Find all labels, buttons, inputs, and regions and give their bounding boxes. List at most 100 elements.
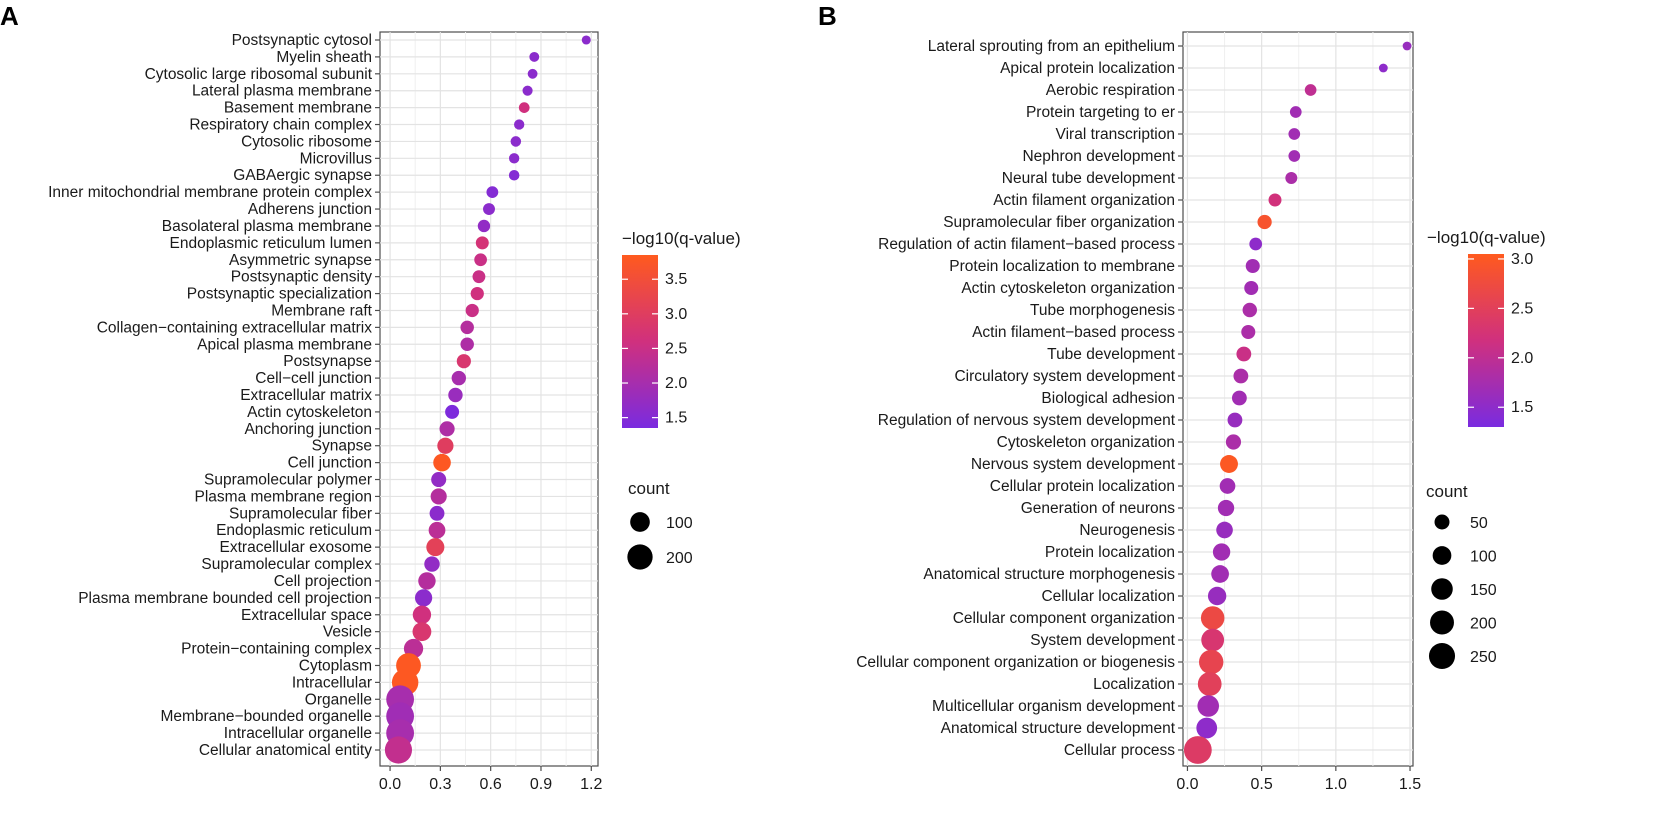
- category-label: Anatomical structure morphogenesis: [923, 566, 1175, 583]
- data-point: [508, 169, 520, 181]
- data-point: [483, 203, 495, 216]
- category-label: Cytoplasm: [299, 657, 372, 674]
- data-point: [1211, 565, 1229, 583]
- category-label: Cellular component organization: [953, 610, 1175, 627]
- data-point: [412, 605, 432, 624]
- colorbar-tick-label: 3.0: [665, 306, 687, 323]
- data-point: [1289, 106, 1302, 118]
- panel-b-colorbar-title: −log10(q-value): [1427, 228, 1546, 247]
- size-legend-dot: [1431, 578, 1453, 600]
- panel-a-dots: [384, 35, 591, 764]
- category-label: Cellular protein localization: [990, 478, 1175, 495]
- data-point: [1231, 390, 1247, 406]
- category-label: Plasma membrane region: [195, 488, 372, 505]
- data-point: [1197, 695, 1220, 717]
- data-point: [1201, 628, 1225, 652]
- data-point: [1257, 214, 1272, 230]
- category-label: Organelle: [305, 691, 372, 708]
- data-point: [529, 51, 540, 62]
- data-point: [439, 421, 455, 437]
- data-point: [522, 85, 533, 96]
- size-legend-label: 200: [666, 550, 693, 567]
- x-tick-label: 0.9: [530, 776, 552, 793]
- panel-a-colorbar: [622, 255, 658, 428]
- size-legend-dot: [1430, 610, 1454, 635]
- size-legend-dot: [1434, 514, 1450, 530]
- data-point: [1245, 258, 1260, 274]
- category-label: Neurogenesis: [1079, 522, 1175, 539]
- panel-a-colorbar-ticks: 1.5 2.0 2.5 3.0 3.5: [622, 271, 687, 427]
- panel-b-size-legend-title: count: [1426, 482, 1468, 501]
- data-point: [470, 286, 484, 301]
- category-label: Actin filament−based process: [972, 324, 1175, 341]
- size-legend-label: 200: [1470, 616, 1497, 633]
- category-label: Actin cytoskeleton: [247, 404, 372, 421]
- category-label: Anatomical structure development: [941, 720, 1176, 737]
- category-label: Cytosolic large ribosomal subunit: [145, 66, 373, 83]
- category-label: Extracellular exosome: [220, 539, 372, 556]
- x-tick-label: 0.6: [480, 776, 502, 793]
- category-label: Nervous system development: [971, 456, 1176, 473]
- category-label: Intracellular: [292, 674, 372, 691]
- data-point: [508, 153, 520, 164]
- colorbar-tick-label: 1.5: [665, 410, 687, 427]
- category-label: Tube morphogenesis: [1030, 302, 1175, 319]
- category-label: Protein localization: [1045, 544, 1175, 561]
- data-point: [1244, 280, 1259, 296]
- category-label: Supramolecular fiber: [229, 505, 372, 522]
- data-point: [456, 354, 471, 369]
- category-label: Plasma membrane bounded cell projection: [78, 590, 372, 607]
- data-point: [1227, 412, 1243, 428]
- category-label: Cell−cell junction: [255, 370, 372, 387]
- data-point: [1220, 455, 1238, 473]
- category-label: Regulation of nervous system development: [878, 412, 1176, 429]
- data-point: [384, 736, 413, 764]
- data-point: [429, 505, 445, 521]
- size-legend-label: 100: [1470, 549, 1497, 566]
- panel-a-size-legend: 100 200: [627, 512, 693, 570]
- category-label: Supramolecular fiber organization: [943, 214, 1175, 231]
- data-point: [1304, 84, 1317, 96]
- category-label: Localization: [1093, 676, 1175, 693]
- data-point: [433, 453, 451, 472]
- x-tick-label: 0.0: [379, 776, 401, 793]
- category-label: Respiratory chain complex: [189, 117, 372, 134]
- data-point: [414, 589, 433, 607]
- category-label: Tube development: [1047, 346, 1176, 363]
- category-label: Cellular process: [1064, 742, 1175, 759]
- data-point: [426, 538, 445, 557]
- panel-a-letter: A: [0, 1, 19, 31]
- data-point: [1225, 434, 1242, 450]
- panel-b-size-legend: 50 100 150 200 250: [1428, 514, 1497, 670]
- size-legend-label: 250: [1470, 649, 1497, 666]
- category-label: Postsynaptic cytosol: [232, 32, 372, 49]
- x-tick-label: 0.3: [429, 776, 451, 793]
- category-label: Apical plasma membrane: [197, 336, 372, 353]
- category-label: Adherens junction: [248, 201, 372, 218]
- x-tick-label: 0.0: [1176, 776, 1198, 793]
- category-label: Collagen−containing extracellular matrix: [97, 319, 373, 336]
- panel-a: A 0.0 0.3 0.6 0.9 1.2 Postsynaptic cytosolMy…: [0, 1, 741, 793]
- category-label: Supramolecular polymer: [204, 472, 372, 489]
- size-legend-dot: [1428, 642, 1456, 670]
- category-label: Endoplasmic reticulum: [216, 522, 372, 539]
- panel-b-x-axis: 0.0 0.5 1.0 1.5: [1176, 45, 1421, 793]
- size-legend-dot: [630, 512, 650, 532]
- data-point: [486, 186, 499, 199]
- data-point: [1268, 193, 1282, 207]
- category-label: Postsynaptic density: [231, 269, 373, 286]
- data-point: [424, 556, 440, 572]
- data-point: [514, 119, 525, 130]
- category-label: Protein localization to membrane: [949, 258, 1175, 275]
- x-tick-label: 1.0: [1325, 776, 1347, 793]
- category-label: Myelin sheath: [276, 49, 372, 66]
- size-legend-label: 50: [1470, 515, 1488, 532]
- category-label: Nephron development: [1022, 148, 1175, 165]
- panel-b: B 0.0 0.5 1.0 1.5 Lateral sprouting from an…: [818, 1, 1546, 793]
- data-point: [428, 521, 446, 539]
- data-point: [412, 622, 432, 642]
- data-point: [475, 236, 489, 250]
- data-point: [431, 471, 447, 488]
- category-label: Generation of neurons: [1021, 500, 1175, 517]
- data-point: [1207, 586, 1227, 606]
